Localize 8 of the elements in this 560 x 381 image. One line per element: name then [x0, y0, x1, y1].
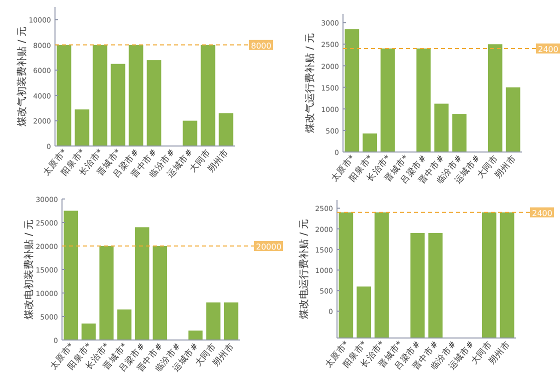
y-axis-title: 煤改电运行费补贴 / 元 [298, 219, 310, 319]
ref-line-label: 20000 [256, 242, 282, 252]
ref-line-label: 2400 [538, 45, 558, 54]
y-axis-title: 煤改气运行费补贴 / 元 [304, 33, 316, 133]
y-axis-title: 煤改气初装费补贴 / 元 [16, 26, 28, 126]
y-axis-title: 煤改电初装费补贴 / 元 [23, 220, 35, 320]
ref-line-label: 2400 [532, 208, 552, 218]
ref-line-label: 8000 [251, 41, 272, 50]
